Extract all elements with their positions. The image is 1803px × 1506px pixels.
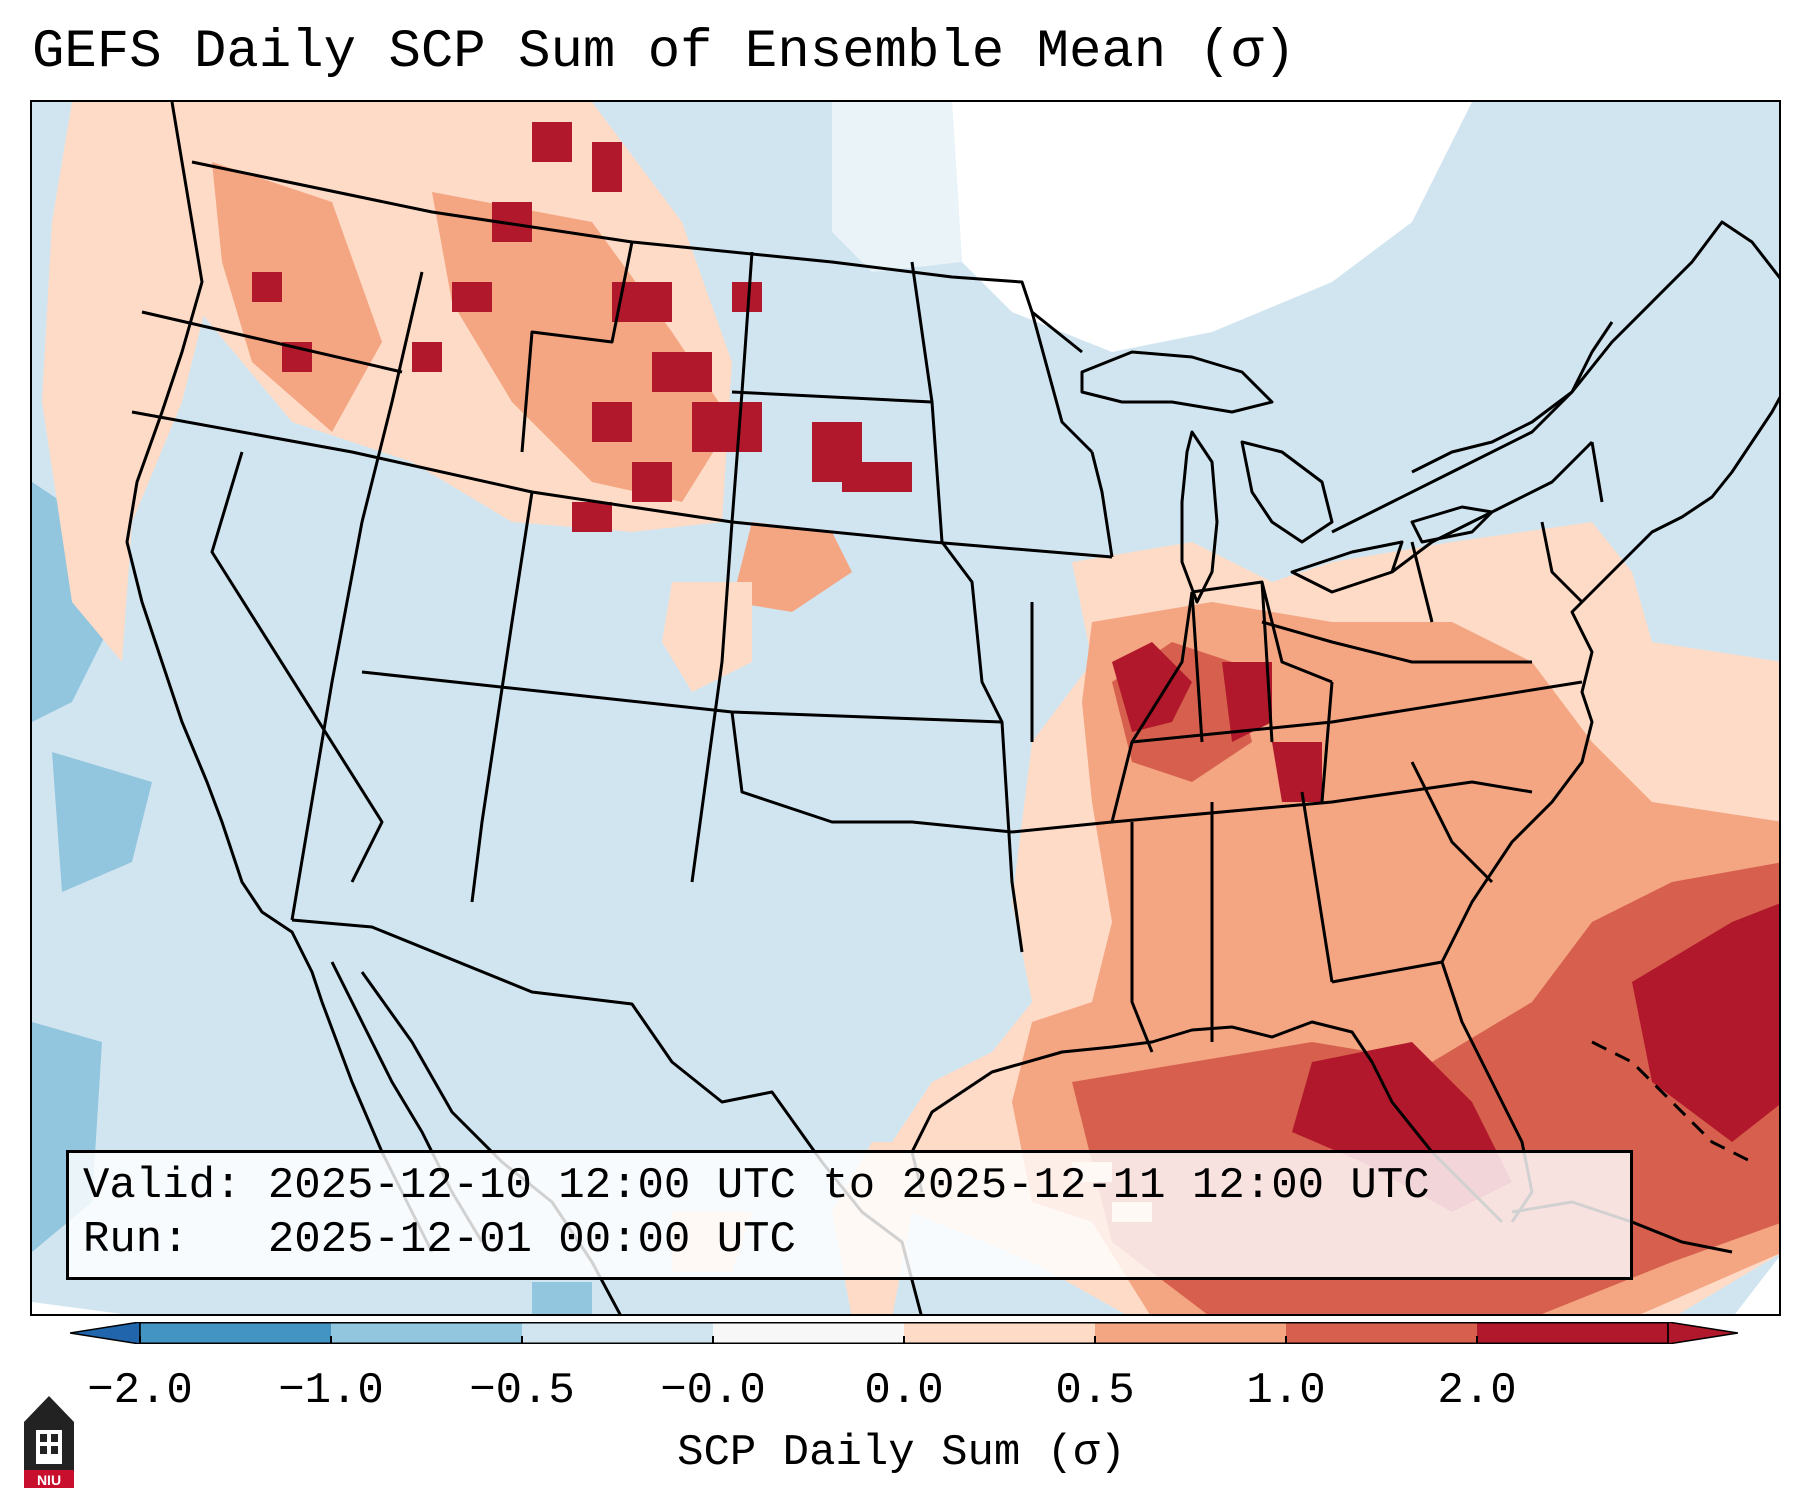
colorbar-label: SCP Daily Sum (σ) xyxy=(677,1428,1126,1478)
negative-anomaly-patch xyxy=(532,1282,592,1314)
state-line xyxy=(210,451,384,883)
positive-anomaly-region xyxy=(662,582,752,692)
strong-positive-region xyxy=(1272,742,1322,802)
east-coast-line xyxy=(1440,396,1779,963)
state-line xyxy=(940,541,1024,953)
run-label: Run: xyxy=(83,1215,189,1265)
colorbar-bin xyxy=(1095,1322,1287,1344)
state-line xyxy=(1331,960,1443,984)
us-canada-border-line xyxy=(191,160,1083,354)
map-panel xyxy=(30,100,1781,1316)
state-line xyxy=(131,410,1113,559)
valid-label: Valid: xyxy=(83,1161,242,1211)
niu-logo-text: NIU xyxy=(37,1472,61,1488)
strong-positive-cell xyxy=(632,462,672,502)
state-line xyxy=(141,310,403,374)
state-line xyxy=(1111,780,1533,824)
lake-michigan-line xyxy=(1180,430,1219,604)
state-line xyxy=(1261,620,1532,664)
map-canvas xyxy=(32,102,1779,1314)
state-line xyxy=(730,711,1013,834)
state-line xyxy=(1260,581,1274,743)
valid-time-line: Valid: 2025-12-10 12:00 UTC to 2025-12-1… xyxy=(83,1159,1616,1213)
state-line xyxy=(910,261,934,403)
colorbar-tick-label: 1.0 xyxy=(1246,1366,1326,1416)
valid-time-info-box: Valid: 2025-12-10 12:00 UTC to 2025-12-1… xyxy=(66,1150,1633,1280)
colorbar-tick-label: −0.0 xyxy=(660,1366,766,1416)
scp-field-layer xyxy=(32,102,1779,1314)
colorbar-tick-label: −0.5 xyxy=(469,1366,575,1416)
colorbar xyxy=(70,1322,1738,1344)
strong-positive-cell xyxy=(412,342,442,372)
colorbar-over-arrow xyxy=(1667,1322,1738,1344)
colorbar-bin xyxy=(140,1322,332,1344)
state-line xyxy=(1090,451,1114,558)
sparse-data-region xyxy=(832,102,962,272)
positive-anomaly-region xyxy=(732,522,852,612)
strong-positive-cell xyxy=(452,282,492,312)
state-line xyxy=(1410,541,1434,623)
colorbar-tick-label: 0.0 xyxy=(864,1366,944,1416)
positive-anomaly-region xyxy=(212,162,382,432)
strong-positive-region xyxy=(1112,642,1192,732)
lake-huron-line xyxy=(1240,440,1334,544)
strong-positive-cell xyxy=(592,402,632,442)
northeast-border-line xyxy=(1331,321,1614,534)
positive-anomaly-region xyxy=(42,102,212,662)
state-line xyxy=(690,521,734,883)
colorbar-tick-label: 2.0 xyxy=(1437,1366,1517,1416)
bahamas-line xyxy=(1591,1040,1753,1164)
positive-anomaly-region xyxy=(432,192,732,502)
colorbar-bin xyxy=(522,1322,714,1344)
strong-positive-region xyxy=(1632,903,1779,1142)
state-line xyxy=(1030,311,1094,454)
state-line xyxy=(1540,521,1584,604)
colorbar-bin xyxy=(904,1322,1096,1344)
run-value: 2025-12-01 00:00 UTC xyxy=(267,1215,796,1265)
lake-ontario-line xyxy=(1410,505,1494,544)
state-line xyxy=(1131,680,1583,744)
projection-edge xyxy=(1735,1257,1779,1314)
no-data-region xyxy=(952,102,1472,352)
strong-positive-cell xyxy=(532,122,572,162)
strong-positive-cell xyxy=(572,502,612,532)
colorbar-tick-label: −2.0 xyxy=(87,1366,193,1416)
gulf-coast-line xyxy=(910,1020,1504,1224)
canada-coast-line xyxy=(1411,220,1779,474)
colorbar-tick-label: 0.5 xyxy=(1055,1366,1135,1416)
colorbar-bin xyxy=(331,1322,523,1344)
strong-positive-cell xyxy=(592,142,622,192)
colorbar-bin xyxy=(1286,1322,1478,1344)
strong-positive-cell xyxy=(842,462,912,492)
projection-edge xyxy=(32,1302,122,1314)
map-title: GEFS Daily SCP Sum of Ensemble Mean (σ) xyxy=(32,22,1296,83)
state-line xyxy=(520,241,634,453)
colorbar-tick-label: −1.0 xyxy=(278,1366,384,1416)
lake-superior-line xyxy=(1080,350,1274,414)
colorbar-under-arrow xyxy=(70,1322,141,1344)
state-line xyxy=(1320,681,1334,803)
state-line xyxy=(470,491,534,903)
state-line xyxy=(1130,822,1154,1053)
negative-anomaly-patch xyxy=(52,752,152,892)
colorbar-bin xyxy=(713,1322,905,1344)
state-line xyxy=(1410,761,1494,884)
state-line xyxy=(1191,580,1333,684)
run-time-line: Run: 2025-12-01 00:00 UTC xyxy=(83,1213,1616,1267)
strong-positive-cell xyxy=(252,272,282,302)
lake-erie-line xyxy=(1290,540,1404,594)
strong-positive-cell xyxy=(652,352,712,392)
niu-logo: NIU xyxy=(24,1396,74,1488)
strong-positive-region xyxy=(1222,662,1272,742)
boundary-layer xyxy=(125,102,1779,1314)
state-line xyxy=(290,271,424,921)
strong-positive-cell xyxy=(692,402,762,452)
state-line xyxy=(1190,591,1204,743)
valid-value: 2025-12-10 12:00 UTC to 2025-12-11 12:00… xyxy=(267,1161,1430,1211)
west-coast-line xyxy=(125,102,324,1003)
state-line xyxy=(1300,791,1334,983)
colorbar-bin xyxy=(1477,1322,1669,1344)
state-line xyxy=(1590,441,1604,503)
